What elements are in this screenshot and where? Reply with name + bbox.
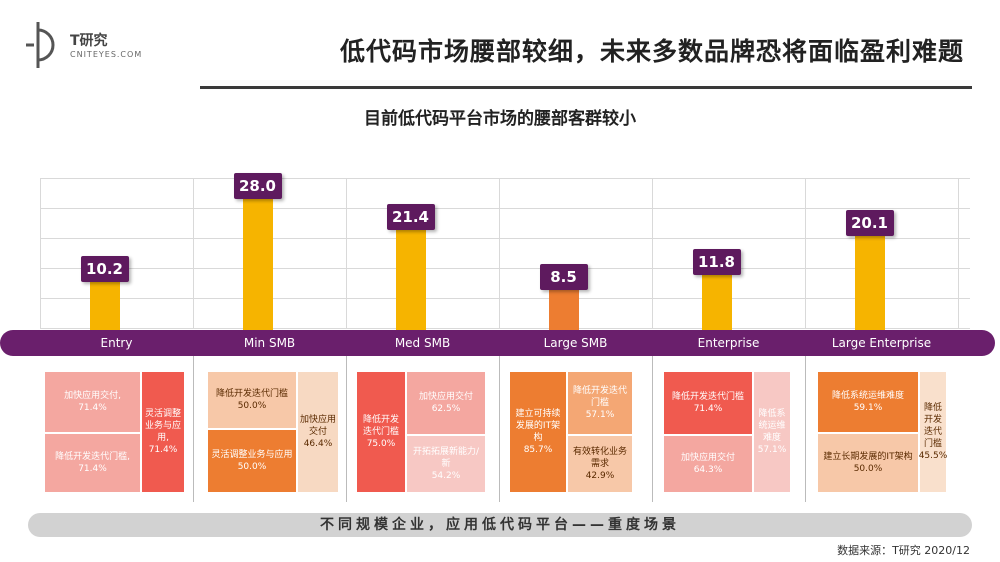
segment-divider: [346, 356, 347, 502]
chart-grid: [40, 178, 970, 329]
bar-entry: [89, 282, 120, 330]
scenario-block: 加快应用交付 64.3%: [664, 436, 752, 492]
scenario-block: 灵活调整业务与应用 50.0%: [208, 430, 296, 492]
scenario-block: 降低开发迭代门槛 75.0%: [357, 372, 405, 492]
grid-hline: [40, 268, 970, 269]
scenario-block: 降低系统运维难度 59.1%: [818, 372, 918, 432]
segment-label: Entry: [100, 336, 133, 350]
logo: T研究 CNITEYES.COM: [22, 22, 162, 72]
segment-divider: [499, 356, 500, 502]
scenario-block: 降低开发迭代门槛 57.1%: [568, 372, 632, 434]
bar-value-label: 28.0: [233, 173, 282, 200]
bottom-caption: 不同规模企业，应用低代码平台——重度场景: [28, 513, 972, 537]
grid-vline: [652, 178, 653, 328]
bar-med-smb: [395, 230, 426, 330]
scenario-block: 加快应用交付 62.5%: [407, 372, 485, 434]
logo-subtitle: CNITEYES.COM: [70, 50, 143, 59]
grid-vline: [805, 178, 806, 328]
segment-divider: [805, 356, 806, 502]
bar-value-label: 10.2: [80, 256, 129, 283]
page-title: 低代码市场腰部较细，未来多数品牌恐将面临盈利难题: [339, 37, 964, 66]
grid-vline: [499, 178, 500, 328]
chart-title: 目前低代码平台市场的腰部客群较小: [364, 109, 636, 129]
source-note: 数据来源：T研究 2020/12: [837, 544, 970, 557]
scenario-block: 降低开发迭代门槛 71.4%: [664, 372, 752, 434]
logo-title: T研究: [70, 33, 108, 49]
grid-vline: [40, 178, 41, 328]
scenario-block: 加快应用交付, 71.4%: [45, 372, 140, 432]
scenario-block: 降低系统运维难度 57.1%: [754, 372, 790, 492]
segment-label: Min SMB: [243, 336, 296, 350]
grid-hline: [40, 208, 970, 209]
grid-hline: [40, 178, 970, 179]
bar-value-label: 11.8: [692, 248, 741, 275]
scenario-block: 建立长期发展的IT架构 50.0%: [818, 434, 918, 492]
grid-vline: [193, 178, 194, 328]
scenario-block: 降低开发迭代门槛, 71.4%: [45, 434, 140, 492]
scenario-block: 加快应用交付 46.4%: [298, 372, 338, 492]
bar-large-smb: [548, 290, 579, 330]
scenario-block: 开拓拓展新能力/新 54.2%: [407, 436, 485, 492]
scenario-block: 灵活调整业务与应用, 71.4%: [142, 372, 184, 492]
scenario-block: 有效转化业务需求 42.9%: [568, 436, 632, 492]
bar-value-label: 20.1: [845, 210, 894, 237]
grid-vline: [346, 178, 347, 328]
segment-label: Enterprise: [697, 336, 760, 350]
grid-hline: [40, 328, 970, 329]
bar-value-label: 21.4: [386, 204, 435, 231]
logo-mark-icon: [26, 22, 55, 68]
segment-axis-band: [0, 330, 995, 356]
scenario-block: 建立可持续发展的IT架构 85.7%: [510, 372, 566, 492]
scenario-block: 降低开发迭代门槛 50.0%: [208, 372, 296, 428]
grid-hline: [40, 298, 970, 299]
title-divider: [200, 86, 972, 89]
segment-divider: [652, 356, 653, 502]
grid-hline: [40, 238, 970, 239]
bar-enterprise: [701, 274, 732, 330]
grid-vline: [958, 178, 959, 328]
bar-value-label: 8.5: [539, 264, 588, 291]
segment-label: Large Enterprise: [831, 336, 932, 350]
bar-min-smb: [242, 199, 273, 330]
bar-large-enterprise: [854, 236, 885, 330]
segment-label: Large SMB: [543, 336, 608, 350]
segment-divider: [193, 356, 194, 502]
scenario-block: 降低开发迭代门槛 45.5%: [919, 372, 947, 492]
segment-label: Med SMB: [394, 336, 451, 350]
